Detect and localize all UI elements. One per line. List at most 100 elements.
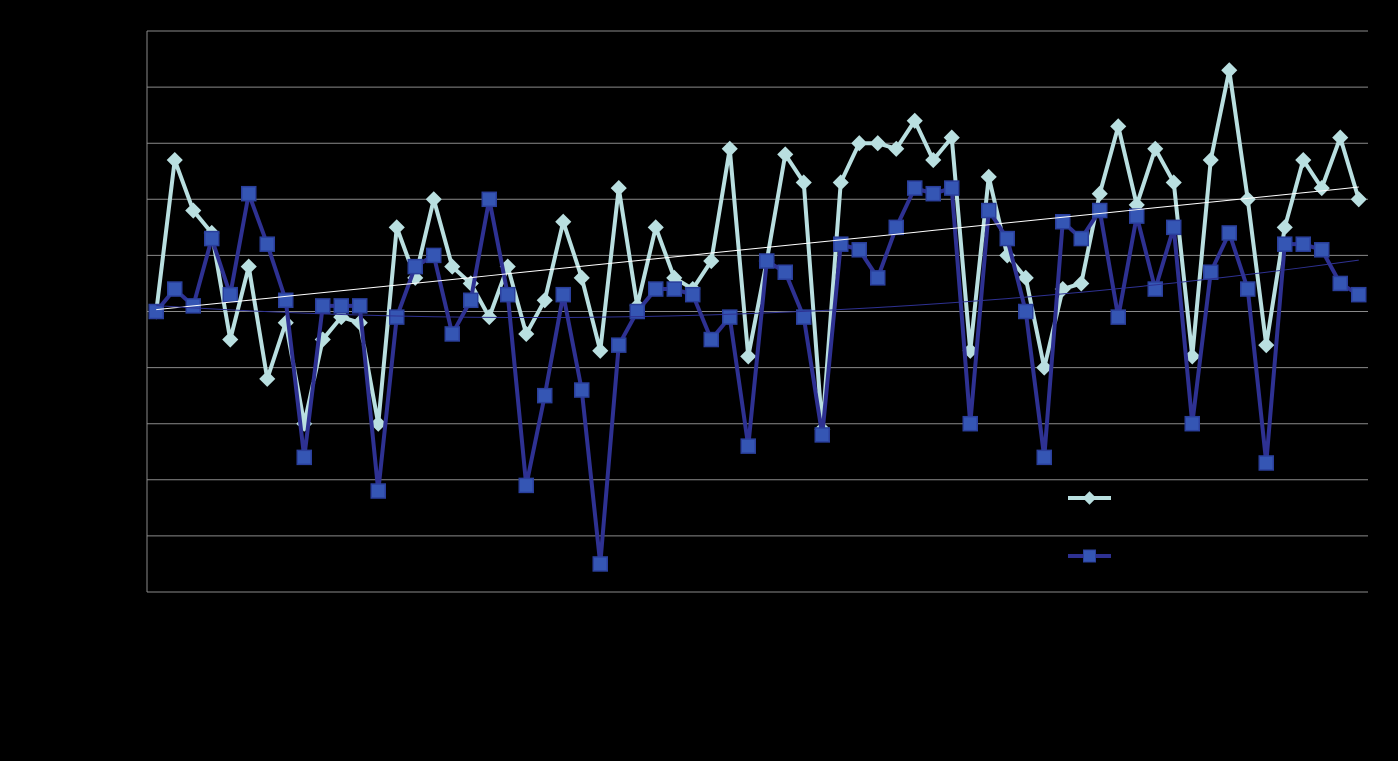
data-point	[444, 326, 460, 342]
data-point	[500, 286, 516, 303]
data-point	[240, 258, 257, 275]
data-point	[1203, 264, 1219, 280]
data-point	[1258, 455, 1274, 471]
data-point	[388, 219, 405, 236]
data-point	[370, 415, 387, 432]
data-point	[907, 180, 923, 196]
data-point	[1110, 118, 1127, 135]
data-point	[315, 298, 331, 314]
data-point	[1295, 151, 1312, 169]
legend	[1068, 491, 1111, 563]
data-point	[1240, 281, 1256, 297]
data-point	[296, 449, 312, 466]
data-point	[167, 281, 183, 297]
y-tick-label: 2	[129, 190, 137, 206]
data-point	[1165, 174, 1182, 191]
trendline	[156, 259, 1359, 319]
data-point	[555, 286, 571, 303]
legend-marker	[1083, 549, 1096, 563]
data-point	[722, 309, 738, 325]
data-point	[1332, 275, 1348, 292]
data-point	[518, 477, 534, 494]
data-point	[796, 309, 812, 325]
data-point	[777, 146, 794, 163]
y-tick-label: 5	[129, 22, 137, 38]
data-point	[574, 382, 590, 398]
data-point	[777, 264, 793, 280]
data-point	[1239, 191, 1256, 208]
data-point	[444, 258, 461, 275]
y-tick-label: -3	[125, 471, 138, 487]
data-point	[962, 415, 978, 432]
data-point	[241, 185, 257, 202]
data-point	[870, 270, 886, 286]
data-point	[370, 483, 386, 499]
data-point	[832, 174, 849, 191]
data-point	[259, 370, 276, 387]
data-point	[999, 230, 1015, 247]
data-point	[1091, 185, 1108, 202]
data-point	[425, 191, 442, 208]
data-point	[1350, 191, 1367, 208]
y-tick-label: 3	[129, 134, 137, 150]
data-point	[518, 325, 535, 343]
data-point	[888, 140, 905, 157]
data-point	[1110, 309, 1126, 325]
data-point	[1036, 449, 1052, 466]
y-tick-label: -4	[125, 527, 138, 543]
data-point	[536, 292, 553, 309]
data-point	[259, 236, 275, 252]
data-point	[1314, 242, 1330, 258]
data-point	[851, 242, 867, 258]
data-point	[1258, 337, 1275, 354]
data-point	[1017, 269, 1034, 286]
data-point	[1332, 129, 1349, 146]
data-point	[906, 112, 923, 129]
data-point	[647, 219, 664, 236]
data-point	[1036, 359, 1053, 376]
data-point	[555, 213, 572, 230]
data-point	[537, 387, 553, 404]
y-tick-label: -1	[125, 358, 138, 374]
data-point	[426, 247, 442, 264]
data-point	[1018, 303, 1034, 320]
data-point	[592, 556, 608, 572]
y-tick-label: -2	[125, 414, 138, 430]
data-point	[333, 298, 349, 314]
data-point	[1277, 236, 1293, 252]
series-line	[154, 68, 1361, 432]
data-point	[204, 230, 220, 247]
data-point	[666, 281, 682, 297]
data-point	[1351, 286, 1367, 303]
data-point	[980, 168, 997, 185]
data-point	[1221, 225, 1237, 241]
data-point	[925, 151, 942, 169]
data-point	[1092, 202, 1108, 219]
data-point	[407, 258, 423, 275]
data-point	[352, 298, 368, 314]
data-point	[389, 309, 405, 325]
data-point	[573, 269, 590, 286]
data-point	[869, 135, 886, 152]
data-point	[851, 135, 868, 152]
data-point	[222, 331, 239, 348]
data-point	[648, 281, 664, 297]
legend-marker	[1082, 491, 1097, 505]
data-point	[1184, 415, 1200, 432]
data-point	[1221, 62, 1238, 79]
data-point	[1073, 230, 1089, 247]
data-point	[592, 342, 609, 359]
data-point	[981, 202, 997, 219]
data-point	[703, 331, 719, 348]
data-point	[1276, 219, 1293, 236]
data-point	[888, 219, 904, 236]
data-point	[463, 292, 479, 309]
y-tick-label: -5	[125, 583, 138, 599]
data-point	[740, 348, 757, 365]
data-point	[685, 286, 701, 303]
data-point	[944, 180, 960, 196]
data-point	[1129, 208, 1145, 224]
data-point	[1055, 213, 1071, 230]
data-point	[1202, 151, 1219, 169]
